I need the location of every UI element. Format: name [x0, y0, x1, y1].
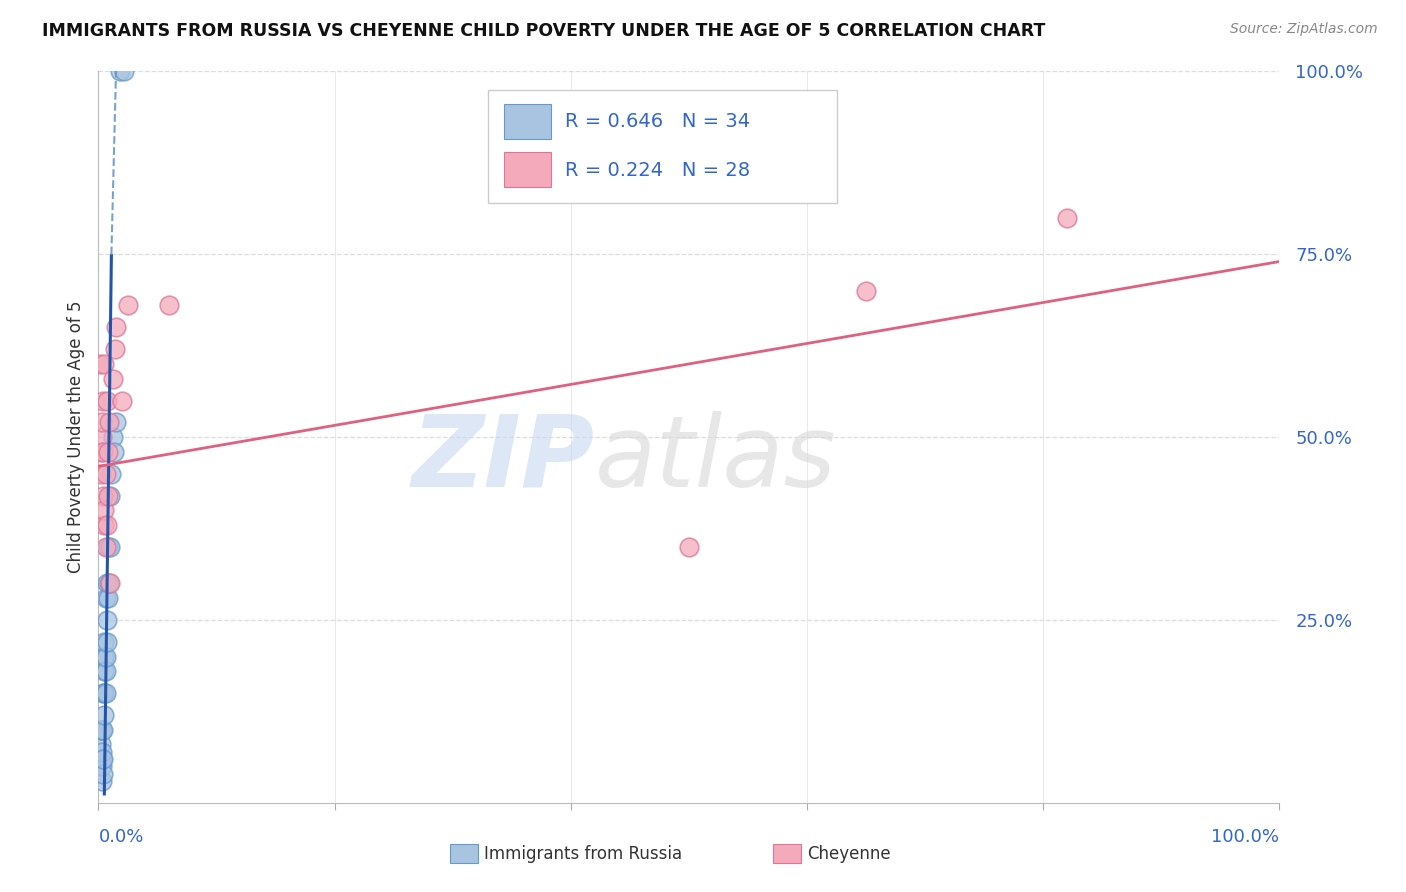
Point	[93, 708, 115, 723]
Text: 0.0%: 0.0%	[98, 829, 143, 847]
Point	[91, 416, 114, 430]
Point	[91, 759, 114, 773]
Point	[89, 357, 111, 371]
Text: atlas: atlas	[595, 410, 837, 508]
Point	[117, 298, 139, 312]
Point	[157, 298, 180, 312]
Point	[94, 664, 117, 678]
FancyBboxPatch shape	[503, 104, 551, 139]
Point	[91, 723, 114, 737]
Point	[855, 284, 877, 298]
Text: Cheyenne: Cheyenne	[807, 845, 890, 863]
Point	[104, 343, 127, 357]
Point	[93, 649, 115, 664]
Point	[93, 517, 115, 532]
Point	[97, 489, 120, 503]
Point	[91, 752, 114, 766]
Point	[93, 686, 115, 700]
Text: R = 0.224   N = 28: R = 0.224 N = 28	[565, 161, 749, 179]
Point	[90, 467, 112, 481]
Point	[97, 444, 120, 458]
Point	[91, 773, 114, 788]
Point	[97, 540, 120, 554]
Point	[93, 503, 115, 517]
Text: R = 0.646   N = 34: R = 0.646 N = 34	[565, 112, 749, 131]
FancyBboxPatch shape	[503, 152, 551, 187]
Point	[98, 576, 121, 591]
Point	[96, 613, 118, 627]
Point	[93, 357, 115, 371]
Point	[101, 371, 124, 385]
Point	[105, 320, 128, 334]
Point	[98, 416, 121, 430]
Point	[93, 635, 115, 649]
Point	[94, 591, 117, 605]
Point	[1056, 211, 1078, 225]
Point	[96, 576, 118, 591]
Point	[91, 444, 114, 458]
Point	[96, 393, 118, 408]
Point	[100, 467, 122, 481]
Point	[91, 430, 114, 444]
Point	[101, 430, 124, 444]
Point	[103, 444, 125, 458]
Text: IMMIGRANTS FROM RUSSIA VS CHEYENNE CHILD POVERTY UNDER THE AGE OF 5 CORRELATION : IMMIGRANTS FROM RUSSIA VS CHEYENNE CHILD…	[42, 22, 1046, 40]
Point	[94, 467, 117, 481]
Point	[96, 517, 118, 532]
Point	[90, 737, 112, 751]
Point	[112, 64, 135, 78]
Point	[91, 766, 114, 780]
Point	[91, 686, 114, 700]
Point	[91, 752, 114, 766]
Point	[105, 416, 128, 430]
Text: Immigrants from Russia: Immigrants from Russia	[484, 845, 682, 863]
Point	[94, 686, 117, 700]
Point	[98, 489, 121, 503]
Point	[90, 723, 112, 737]
Point	[93, 664, 115, 678]
Point	[108, 64, 131, 78]
Point	[98, 540, 121, 554]
Text: ZIP: ZIP	[412, 410, 595, 508]
Point	[111, 393, 134, 408]
Point	[91, 489, 114, 503]
FancyBboxPatch shape	[488, 90, 837, 203]
Point	[96, 635, 118, 649]
Point	[91, 723, 114, 737]
Point	[91, 745, 114, 759]
Point	[94, 540, 117, 554]
Text: Source: ZipAtlas.com: Source: ZipAtlas.com	[1230, 22, 1378, 37]
Text: 100.0%: 100.0%	[1212, 829, 1279, 847]
Point	[94, 649, 117, 664]
Point	[90, 444, 112, 458]
Point	[678, 540, 700, 554]
Point	[91, 393, 114, 408]
Point	[97, 591, 120, 605]
Point	[98, 576, 121, 591]
Y-axis label: Child Poverty Under the Age of 5: Child Poverty Under the Age of 5	[66, 301, 84, 574]
